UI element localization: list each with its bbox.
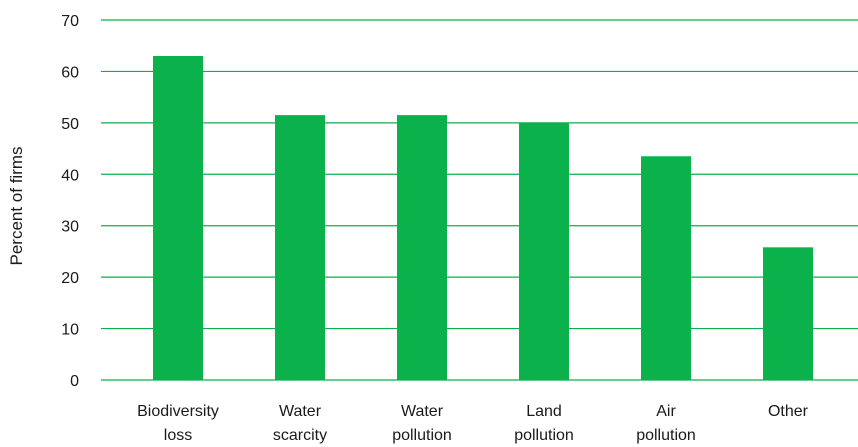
x-category-label-line: pollution (392, 427, 452, 444)
x-category-label: Biodiversity loss (137, 403, 219, 444)
x-category-label: Water pollution (392, 403, 452, 444)
x-category-label-line: Other (768, 403, 809, 420)
x-category-label: Air pollution (636, 403, 696, 444)
x-category-label-line: scarcity (273, 427, 327, 444)
bars (153, 56, 813, 381)
y-tick-label: 70 (61, 13, 79, 30)
bar-5 (763, 247, 813, 380)
y-tick-label: 20 (61, 270, 79, 287)
y-tick-label: 50 (61, 116, 79, 133)
y-tick-label: 0 (70, 373, 79, 390)
x-category-label-line: loss (164, 427, 192, 444)
x-category-labels: Biodiversity loss Water scarcity Water pollut… (137, 403, 809, 444)
y-tick-label: 60 (61, 64, 79, 81)
x-category-label-line: pollution (636, 427, 696, 444)
x-category-label-line: Water (279, 403, 322, 420)
bar-4 (641, 156, 691, 380)
x-category-label: Water scarcity (273, 403, 327, 444)
y-tick-label: 30 (61, 219, 79, 236)
y-tick-labels: 0 10 20 30 40 50 60 70 (61, 13, 79, 390)
x-category-label-line: Air (656, 403, 676, 420)
x-category-label: Other (768, 403, 809, 420)
bar-2 (397, 115, 447, 381)
bar-0 (153, 56, 203, 380)
gridlines (101, 19, 858, 381)
y-tick-label: 10 (61, 322, 79, 339)
x-category-label-line: Biodiversity (137, 403, 219, 420)
x-category-label-line: Land (526, 403, 562, 420)
y-tick-label: 40 (61, 167, 79, 184)
y-axis-label: Percent of firms (7, 146, 26, 265)
x-category-label-line: Water (401, 403, 444, 420)
bar-1 (275, 115, 325, 381)
x-category-label-line: pollution (514, 427, 574, 444)
x-category-label: Land pollution (514, 403, 574, 444)
bar-3 (519, 122, 569, 380)
